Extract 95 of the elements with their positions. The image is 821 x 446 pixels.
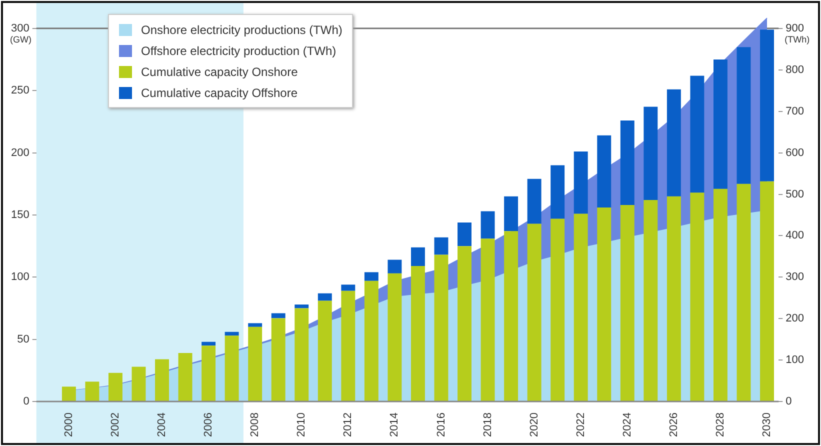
bar <box>62 386 76 402</box>
legend-label: Cumulative capacity Offshore <box>141 86 298 100</box>
x-tick-label: 2026 <box>668 412 680 438</box>
legend-label: Onshore electricity productions (TWh) <box>141 22 342 36</box>
bar <box>597 135 612 208</box>
bar <box>364 272 378 281</box>
bar <box>271 318 286 402</box>
bar <box>504 196 518 232</box>
x-tick-label: 2004 <box>156 412 168 438</box>
bar <box>155 359 169 402</box>
bar <box>388 260 402 274</box>
bar <box>248 323 262 327</box>
bar <box>341 290 356 402</box>
x-tick-label: 2006 <box>202 412 215 438</box>
x-tick-label: 2014 <box>388 412 401 438</box>
y2-tick-label: 800 <box>786 64 804 76</box>
x-tick-label: 2024 <box>621 412 634 438</box>
bar <box>620 205 634 402</box>
bar <box>434 254 448 402</box>
bar <box>480 211 495 239</box>
bar <box>690 76 704 193</box>
x-tick-label: 2000 <box>62 412 75 438</box>
bar <box>527 224 542 402</box>
bar <box>410 266 425 402</box>
bar <box>202 342 216 346</box>
bar <box>364 280 378 402</box>
bar <box>410 247 425 266</box>
bar <box>736 47 751 184</box>
bar <box>574 214 588 402</box>
bar <box>597 208 612 402</box>
x-tick-label: 2022 <box>574 412 587 438</box>
bar <box>85 382 100 402</box>
bar <box>132 366 146 402</box>
bar <box>108 372 122 402</box>
bar <box>690 192 704 402</box>
x-tick-label: 2008 <box>249 412 262 438</box>
x-tick-label: 2018 <box>482 412 494 438</box>
y-axis-title: (GW) <box>10 34 32 44</box>
x-tick-label: 2016 <box>435 412 448 438</box>
y2-tick-label: 700 <box>786 105 804 118</box>
bar <box>644 200 658 402</box>
bar <box>178 353 192 402</box>
bar <box>760 181 774 402</box>
x-tick-label: 2010 <box>296 412 308 438</box>
bar <box>736 184 751 402</box>
x-tick-label: 2002 <box>110 412 122 438</box>
bar <box>202 346 216 402</box>
bar <box>318 293 332 301</box>
bar <box>341 284 356 291</box>
bar <box>666 196 681 402</box>
bar <box>527 178 542 224</box>
bar <box>550 218 565 402</box>
bar <box>294 304 309 308</box>
bar <box>224 332 239 336</box>
y2-tick-label: 0 <box>786 396 792 408</box>
y-tick-label: 0 <box>23 396 30 408</box>
bar <box>271 313 286 318</box>
legend-label: Offshore electricity production (TWh) <box>141 44 336 58</box>
bar <box>458 222 472 246</box>
bar <box>294 308 309 402</box>
bar <box>713 60 728 189</box>
bar <box>224 336 239 402</box>
bar <box>318 300 332 402</box>
y2-tick-label: 400 <box>786 230 804 242</box>
y-tick-label: 100 <box>10 271 30 284</box>
y-tick-label: 150 <box>10 209 30 222</box>
y2-axis-title: (TWh) <box>784 34 810 44</box>
y2-tick-label: 600 <box>786 146 804 159</box>
y-tick-label: 200 <box>10 146 30 159</box>
x-tick-label: 2030 <box>761 412 774 438</box>
bar <box>574 152 588 214</box>
bar <box>434 237 448 255</box>
y-tick-label: 250 <box>10 84 30 97</box>
bar <box>713 188 728 402</box>
bar <box>480 238 495 402</box>
bar <box>388 273 402 402</box>
bar <box>760 30 774 182</box>
y2-tick-label: 900 <box>786 22 804 34</box>
bar <box>248 326 262 402</box>
bar <box>620 120 634 206</box>
bar <box>666 89 681 196</box>
x-tick-label: 2028 <box>714 412 727 438</box>
bar <box>550 165 565 219</box>
y2-tick-label: 200 <box>786 312 804 325</box>
x-tick-label: 2012 <box>342 412 354 438</box>
legend-label: Cumulative capacity Onshore <box>141 64 298 78</box>
y2-tick-label: 300 <box>786 271 804 284</box>
bar <box>644 106 658 200</box>
y2-tick-label: 100 <box>786 354 804 366</box>
bar <box>504 231 518 402</box>
y-tick-label: 50 <box>17 333 30 346</box>
y2-tick-label: 500 <box>786 188 804 200</box>
y-tick-label: 300 <box>10 22 30 34</box>
x-tick-label: 2020 <box>528 412 540 438</box>
bar <box>458 246 472 402</box>
